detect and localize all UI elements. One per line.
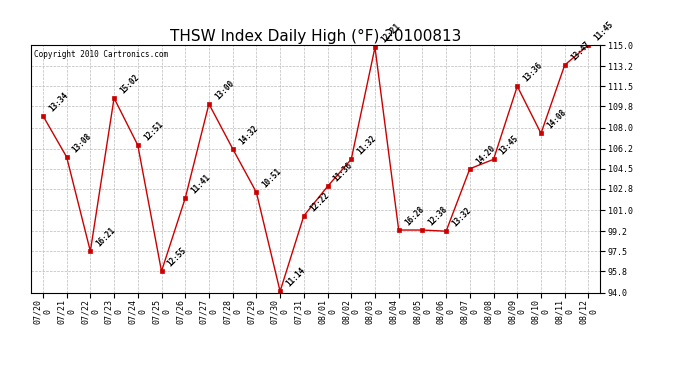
Text: 14:08: 14:08 (545, 108, 568, 130)
Text: 12:22: 12:22 (308, 190, 331, 213)
Text: 13:00: 13:00 (213, 78, 236, 101)
Text: 11:14: 11:14 (284, 266, 307, 288)
Text: 11:41: 11:41 (189, 173, 212, 195)
Text: 16:21: 16:21 (95, 226, 117, 249)
Text: 13:08: 13:08 (71, 132, 94, 154)
Text: 15:02: 15:02 (118, 72, 141, 95)
Title: THSW Index Daily High (°F) 20100813: THSW Index Daily High (°F) 20100813 (170, 29, 462, 44)
Text: 13:45: 13:45 (497, 134, 520, 156)
Text: 13:47: 13:47 (569, 39, 591, 62)
Text: 10:51: 10:51 (261, 167, 284, 189)
Text: 11:32: 11:32 (355, 134, 378, 156)
Text: 12:51: 12:51 (142, 120, 165, 142)
Text: 12:21: 12:21 (379, 22, 402, 45)
Text: 12:38: 12:38 (426, 204, 449, 227)
Text: 13:32: 13:32 (451, 206, 473, 228)
Text: 14:20: 14:20 (474, 143, 497, 166)
Text: 13:36: 13:36 (522, 61, 544, 84)
Text: 12:55: 12:55 (166, 246, 188, 268)
Text: 11:45: 11:45 (593, 20, 615, 42)
Text: Copyright 2010 Cartronics.com: Copyright 2010 Cartronics.com (34, 50, 168, 59)
Text: 14:32: 14:32 (237, 123, 259, 146)
Text: 16:28: 16:28 (403, 204, 426, 227)
Text: 13:34: 13:34 (47, 90, 70, 113)
Text: 11:36: 11:36 (332, 161, 355, 184)
